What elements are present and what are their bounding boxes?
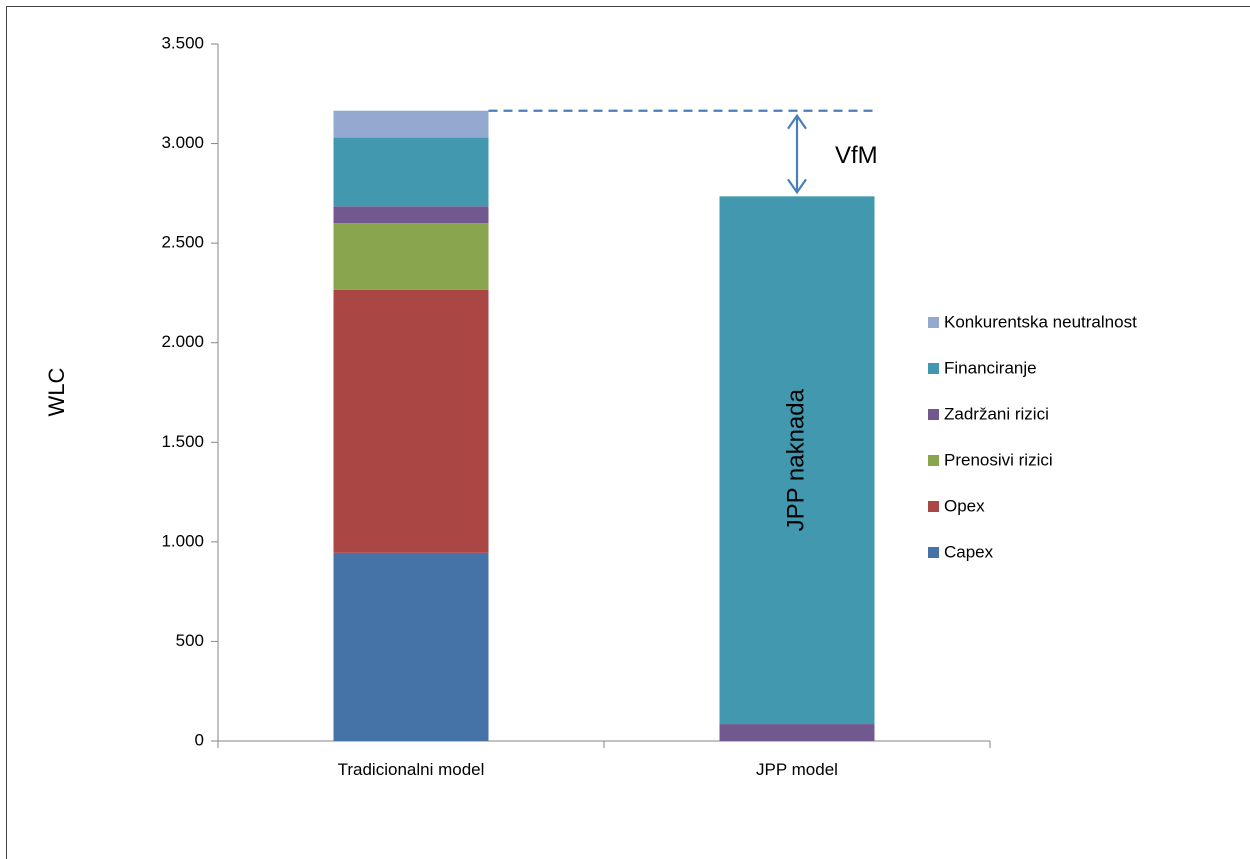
bar-segment (719, 724, 875, 741)
chart-frame (6, 6, 1250, 859)
vfm-arrow-head-down (787, 178, 807, 195)
legend-swatch (928, 363, 939, 374)
legend: Konkurentska neutralnost Financiranje Zadr… (928, 312, 1137, 561)
y-tick-label: 1.500 (161, 432, 204, 451)
x-tick-label: Tradicionalni model (338, 760, 485, 779)
bar-segment (333, 289, 489, 553)
y-axis-label: WLC (44, 367, 69, 416)
x-tick-label: JPP model (756, 760, 838, 779)
vfm-arrow-head-up (787, 113, 807, 130)
legend-label: Zadržani rizici (944, 404, 1049, 423)
legend-label: Capex (944, 542, 994, 561)
jpp-naknada-label: JPP naknada (782, 388, 809, 531)
y-tick-label: 3.500 (161, 33, 204, 52)
x-axis: Tradicionalni model JPP model (217, 740, 991, 779)
bar-segment (333, 137, 489, 207)
bar-segment (333, 206, 489, 224)
bars (333, 110, 875, 741)
y-tick-label: 2.000 (161, 332, 204, 351)
legend-label: Prenosivi rizici (944, 450, 1053, 469)
legend-label: Financiranje (944, 358, 1037, 377)
y-axis: 0 500 1.000 1.500 2.000 2.500 3.000 3.500 (161, 33, 219, 749)
legend-swatch (928, 501, 939, 512)
bar-segment (333, 110, 489, 138)
legend-label: Opex (944, 496, 985, 515)
y-tick-label: 500 (176, 631, 204, 650)
legend-swatch (928, 547, 939, 558)
y-tick-label: 2.500 (161, 233, 204, 252)
vfm-label: VfM (835, 142, 878, 169)
annotations: VfM JPP naknada (488, 109, 878, 531)
bar-segment (719, 196, 875, 725)
bar-segment (333, 223, 489, 290)
y-tick-label: 0 (195, 730, 204, 749)
legend-swatch (928, 317, 939, 328)
y-tick-label: 1.000 (161, 531, 204, 550)
legend-swatch (928, 409, 939, 420)
y-tick-label: 3.000 (161, 133, 204, 152)
legend-label: Konkurentska neutralnost (944, 312, 1137, 331)
legend-swatch (928, 455, 939, 466)
bar-segment (333, 552, 489, 741)
